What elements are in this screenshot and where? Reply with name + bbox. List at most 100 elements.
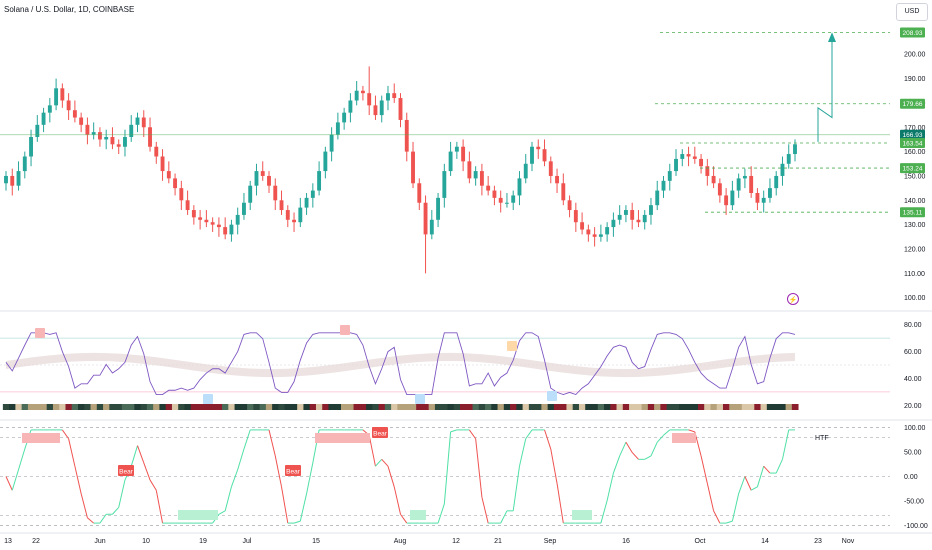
time-axis-tick: 10: [142, 538, 150, 545]
trend-strip-cell: [766, 404, 774, 410]
osc-segment: [68, 438, 76, 467]
trend-strip-cell: [322, 404, 329, 410]
trend-strip-cell: [215, 404, 223, 410]
candle-body: [423, 202, 428, 235]
projection-arrowhead: [828, 32, 836, 43]
trend-strip-cell: [722, 404, 730, 410]
alert-icon: [787, 293, 799, 305]
candle-body: [429, 219, 434, 235]
osc-segment: [118, 479, 126, 508]
trend-strip-cell: [84, 404, 91, 410]
trend-strip-cell: [497, 404, 505, 410]
trend-strip-cell: [109, 404, 116, 410]
candle-body: [636, 219, 641, 223]
trend-strip-cell: [472, 404, 480, 410]
price-tag-label: 208.93: [903, 30, 923, 37]
candle-body: [761, 197, 766, 203]
candle-body: [755, 193, 760, 203]
candle-body: [329, 134, 334, 152]
osc-segment: [663, 429, 671, 436]
time-axis-tick: Nov: [842, 538, 855, 545]
osc-signal-block: [22, 433, 60, 443]
candle-body: [110, 137, 115, 145]
trend-strip-cell: [309, 404, 317, 410]
osc-segment: [481, 496, 489, 524]
trend-strip-cell: [478, 404, 486, 410]
osc-segment: [299, 493, 308, 522]
currency-button[interactable]: USD: [896, 3, 928, 21]
candle-body: [348, 100, 353, 113]
osc-segment: [155, 490, 164, 524]
trend-strip-cell: [153, 404, 160, 410]
candle-body: [498, 197, 503, 203]
candle-body: [367, 93, 372, 106]
candle-body: [216, 224, 221, 228]
trend-strip-cell: [641, 404, 649, 410]
trend-strip-cell: [121, 404, 129, 410]
trend-strip-cell: [773, 404, 780, 410]
trend-strip-cell: [384, 404, 392, 410]
osc-htf-label: HTF: [815, 435, 829, 442]
candle-body: [511, 195, 516, 203]
trend-strip-cell: [103, 404, 110, 410]
time-axis-tick: 15: [312, 538, 320, 545]
candle-body: [41, 112, 46, 125]
candle-body: [310, 190, 315, 198]
trend-strip-cell: [716, 404, 724, 410]
candle-body: [135, 117, 140, 125]
osc-segment: [688, 429, 695, 433]
alert-icon-glyph: ⚡: [789, 295, 798, 304]
osc-segment: [130, 445, 138, 467]
osc-segment: [612, 455, 621, 474]
candle-body: [649, 205, 653, 215]
price-axis-tick: 150.00: [904, 173, 926, 180]
trend-strip-cell: [503, 404, 511, 410]
trend-strip-cell: [372, 404, 379, 410]
trend-strip-cell: [447, 404, 455, 410]
candle-body: [285, 210, 290, 220]
trend-strip-cell: [140, 404, 148, 410]
trend-strip-cell: [616, 404, 624, 410]
candle-body: [793, 144, 797, 155]
trend-strip-cell: [196, 404, 204, 410]
candle-body: [392, 93, 397, 99]
candle-body: [398, 98, 403, 120]
candle-body: [555, 175, 559, 184]
candle-body: [260, 171, 265, 176]
trend-strip-cell: [303, 404, 311, 410]
candle-body: [742, 175, 747, 179]
candle-body: [642, 214, 647, 223]
candle-body: [160, 156, 165, 172]
trend-strip-cell: [146, 404, 154, 410]
trend-strip-cell: [165, 404, 173, 410]
trend-strip-cell: [290, 404, 298, 410]
osc-segment: [243, 429, 251, 450]
trend-strip-cell: [52, 404, 60, 410]
time-axis-tick: Aug: [394, 538, 407, 545]
osc-segment: [550, 448, 558, 484]
candle-body: [342, 112, 347, 123]
osc-segment: [11, 469, 20, 491]
candle-body: [166, 171, 171, 179]
price-tag-label: 153.24: [903, 166, 923, 173]
rsi-signal-marker: [340, 325, 350, 335]
trend-strip-cell: [347, 404, 354, 410]
candle-body: [454, 146, 459, 152]
trend-strip-cell: [253, 404, 261, 410]
candle-body: [623, 210, 628, 215]
trend-strip-cell: [560, 404, 567, 410]
price-tag-label: 135.11: [903, 210, 923, 217]
candle-body: [617, 214, 622, 220]
trend-strip-cell: [15, 404, 23, 410]
trend-strip-cell: [666, 404, 674, 410]
trend-strip-cell: [660, 404, 668, 410]
osc-segment: [437, 503, 445, 524]
bear-tag: [285, 465, 301, 476]
bear-tag: [118, 465, 134, 476]
trend-strip-cell: [341, 404, 348, 410]
osc-segment: [393, 486, 401, 515]
candle-body: [204, 219, 209, 223]
osc-segment: [700, 455, 708, 484]
time-axis-tick: 19: [199, 538, 207, 545]
